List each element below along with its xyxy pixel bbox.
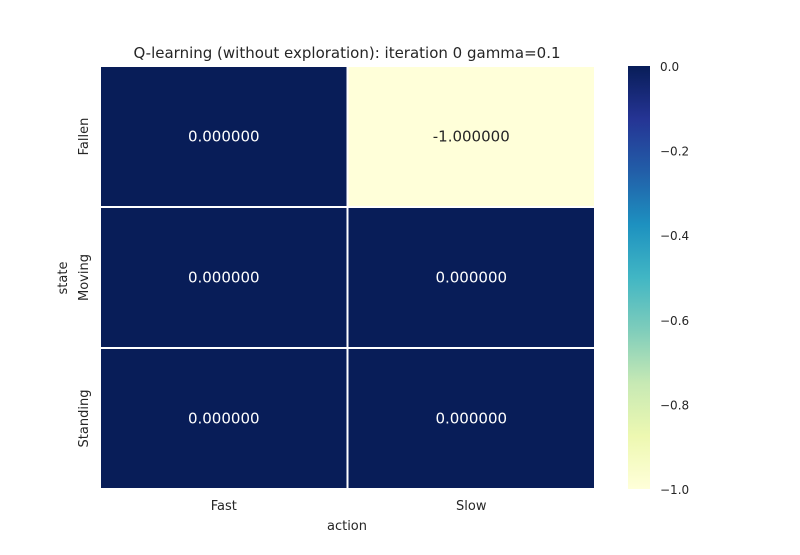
cell-value-label: 0.000000	[435, 410, 507, 428]
cell-value-label: -1.000000	[433, 128, 510, 146]
y-tick-labels: Fallen Moving Standing	[77, 118, 92, 448]
colorbar-gradient	[628, 66, 650, 489]
heatmap-cells: 0.000000 -1.000000 0.000000 0.000000 0.00000…	[99, 65, 596, 490]
x-axis-label: action	[327, 519, 367, 534]
heatmap-cell	[346, 65, 596, 208]
y-tick-label: Moving	[77, 254, 92, 301]
y-tick-label: Fallen	[77, 118, 92, 156]
cell-value-label: 0.000000	[188, 410, 260, 428]
cell-value-label: 0.000000	[435, 269, 507, 287]
colorbar-tick-label: −0.6	[660, 314, 689, 328]
heatmap-cell	[99, 206, 349, 349]
chart-title: Q-learning (without exploration): iterat…	[133, 44, 560, 62]
x-tick-labels: Fast Slow	[211, 499, 487, 514]
colorbar-tick-label: −0.8	[660, 398, 689, 412]
cell-value-label: 0.000000	[188, 128, 260, 146]
cell-value-label: 0.000000	[188, 269, 260, 287]
colorbar-tick-label: −1.0	[660, 483, 689, 497]
colorbar-tick-label: −0.2	[660, 145, 689, 159]
colorbar: 0.0 −0.2 −0.4 −0.6 −0.8 −1.0	[628, 60, 689, 497]
x-tick-label: Fast	[211, 499, 237, 514]
x-tick-label: Slow	[456, 499, 487, 514]
colorbar-ticks: 0.0 −0.2 −0.4 −0.6 −0.8 −1.0	[660, 60, 689, 497]
heatmap-cell	[99, 65, 349, 208]
y-axis-label: state	[56, 262, 71, 295]
y-tick-label: Standing	[77, 390, 92, 448]
heatmap-cell	[346, 347, 596, 490]
heatmap-cell	[99, 347, 349, 490]
colorbar-tick-label: 0.0	[660, 60, 679, 74]
colorbar-tick-label: −0.4	[660, 229, 689, 243]
heatmap-cell	[346, 206, 596, 349]
